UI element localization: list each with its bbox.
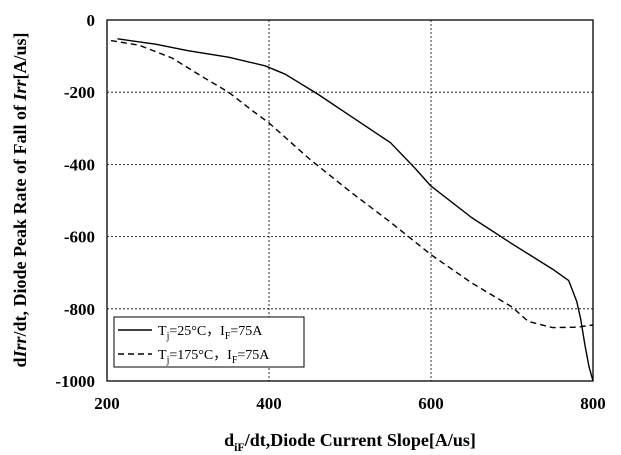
legend-box — [113, 316, 305, 368]
x-axis-ticks: 200 400 600 800 — [94, 394, 606, 413]
x-axis-title-pre: d — [224, 430, 234, 450]
x-axis-title-sub: iF — [234, 440, 245, 454]
y-axis-title: dIrr/dt, Diode Peak Rate of Fall of Irr[… — [10, 32, 30, 367]
y-axis-title-mid: /dt, Diode Peak Rate of Fall of — [10, 101, 30, 338]
x-tick-label: 600 — [418, 394, 444, 413]
series-layer — [110, 38, 594, 382]
y-tick-label: 0 — [87, 11, 96, 30]
y-tick-label: -200 — [64, 83, 95, 102]
y-axis-title-pre: d — [10, 358, 30, 368]
x-tick-label: 200 — [94, 394, 120, 413]
y-axis-title-italic2: Irr — [10, 79, 30, 102]
x-tick-label: 400 — [256, 394, 282, 413]
y-tick-label: -400 — [64, 155, 95, 174]
series-line-1 — [117, 38, 594, 382]
series-line-2 — [110, 39, 594, 329]
plot-frame — [106, 19, 594, 382]
y-tick-label: -600 — [64, 228, 95, 247]
y-axis-ticks: 0 -200 -400 -600 -800 -1000 — [55, 11, 95, 391]
y-axis-title-post: [A/us] — [10, 32, 30, 79]
x-axis-title-post: /dt,Diode Current Slope[A/us] — [244, 430, 476, 450]
x-tick-label: 800 — [580, 394, 606, 413]
y-tick-label: -800 — [64, 300, 95, 319]
legend-entry-1: Tj=25°C，IF=75A — [158, 324, 263, 342]
y-axis-title-italic: Irr — [10, 335, 30, 358]
legend: Tj=25°C，IF=75A Tj=175°C，IF=75A — [113, 316, 305, 368]
y-tick-label: -1000 — [55, 372, 95, 391]
legend-entry-2: Tj=175°C，IF=75A — [158, 348, 270, 366]
x-axis-title: diF/dt,Diode Current Slope[A/us] — [224, 430, 476, 454]
